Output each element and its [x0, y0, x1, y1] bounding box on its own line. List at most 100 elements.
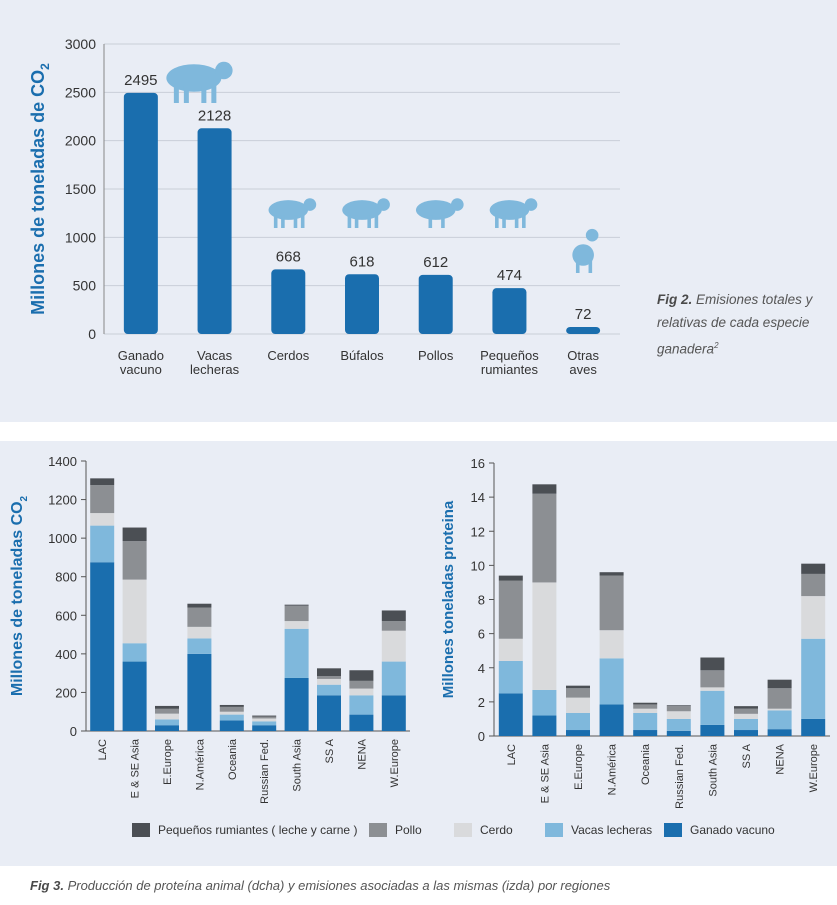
stacked-bar-segment [498, 575, 523, 581]
stacked-bar-segment [599, 572, 624, 576]
stacked-bar-segment [734, 713, 758, 719]
x-tick-label: Russian Fed. [674, 744, 686, 809]
stacked-bar-segment [122, 527, 147, 542]
stacked-bar-segment [633, 730, 658, 736]
stacked-bar-segment [734, 718, 758, 731]
fig3-text: Producción de proteína animal (dcha) y e… [67, 878, 611, 893]
stacked-bar-segment [498, 693, 523, 736]
y-tick-label: 6 [478, 627, 485, 642]
stacked-bar-segment [666, 730, 691, 736]
y-tick-label: 600 [55, 608, 77, 623]
stacked-bar-segment [219, 704, 244, 707]
y-tick-label: 1000 [65, 229, 96, 245]
stacked-bar-segment [252, 721, 277, 726]
x-tick-label: NENA [356, 738, 368, 769]
stacked-bar-segment [284, 628, 309, 678]
stacked-bar-segment [381, 610, 406, 622]
x-tick-label: W.Europe [808, 744, 820, 792]
stacked-bar-segment [498, 638, 523, 661]
stacked-bar-segment [219, 706, 244, 712]
stacked-bar-segment [498, 660, 523, 694]
x-tick-label: Vacas [197, 348, 233, 363]
y-tick-label: 1500 [65, 181, 96, 197]
stacked-bar-segment [700, 687, 725, 691]
stacked-bar-segment [666, 706, 691, 712]
x-tick-label: W.Europe [389, 739, 401, 787]
x-tick-label: vacuno [120, 362, 162, 377]
y-tick-label: 2000 [65, 133, 96, 149]
fig2-label: Fig 2. [657, 292, 693, 307]
stacked-bar-segment [219, 720, 244, 731]
x-tick-label: E.Europe [573, 744, 585, 790]
regional-emissions-chart: 0 200 400 600 800 1000 1200 1400 Millones de ton… [9, 454, 410, 804]
stacked-bar-segment [90, 562, 115, 731]
stacked-bar-segment [187, 626, 212, 639]
stacked-bar-segment [734, 706, 758, 709]
stacked-bar-segment [633, 708, 658, 713]
bar-value-label: 474 [497, 267, 522, 284]
y-tick-label: 1200 [48, 493, 77, 508]
y-tick-label: 14 [471, 490, 485, 505]
y-tick-label: 0 [70, 724, 77, 739]
stacked-bar-segment [155, 705, 179, 709]
emissions-by-species-chart: 0 500 1000 1500 2000 2500 3000 Millones de tone… [28, 36, 620, 377]
fig3-caption: Fig 3. Producción de proteína animal (dc… [30, 878, 610, 893]
legend-label: Pequeños rumiantes ( leche y carne ) [158, 823, 358, 837]
stacked-bar-segment [122, 661, 147, 731]
stacked-bar-segment [187, 607, 212, 627]
y-tick-label: 12 [471, 524, 485, 539]
x-tick-label: Búfalos [340, 348, 384, 363]
stacked-bar-segment [599, 575, 624, 631]
legend-label: Cerdo [480, 823, 513, 837]
stacked-bar-segment [633, 712, 658, 731]
x-tick-label: Oceania [227, 738, 239, 780]
goat-icon [489, 198, 538, 228]
stacked-bar-segment [284, 621, 309, 629]
stacked-bar-segment [317, 678, 341, 685]
stacked-bar-segment [381, 695, 406, 731]
stacked-bar-segment [700, 724, 725, 736]
stacked-bar-segment [700, 690, 725, 725]
x-tick-label: SS A [741, 743, 753, 768]
stacked-bar-segment [122, 643, 147, 662]
x-tick-label: aves [569, 362, 597, 377]
stacked-bar-segment [532, 484, 557, 494]
bar [271, 269, 306, 334]
x-tick-label: South Asia [292, 738, 304, 791]
stacked-bar-segment [801, 638, 826, 719]
stacked-bar-segment [734, 730, 758, 736]
stacked-bar-segment [498, 580, 523, 639]
stacked-bar-segment [599, 658, 624, 705]
x-tick-label: LAC [506, 744, 518, 765]
y-tick-label: 800 [55, 570, 77, 585]
stacked-bar-segment [599, 630, 624, 659]
legend-item-poultry: Pollo [369, 820, 422, 840]
stacked-bar-segment [349, 680, 374, 689]
stacked-bar-segment [219, 711, 244, 715]
stacked-bar-segment [284, 605, 309, 622]
stacked-bar-segment [349, 714, 374, 731]
bar-value-label: 72 [575, 306, 592, 323]
bar-value-label: 668 [276, 248, 301, 265]
stacked-bar-segment [734, 708, 758, 714]
stacked-bar-segment [381, 661, 406, 696]
stacked-bar-segment [122, 541, 147, 580]
x-tick-label: Pequeños [480, 348, 539, 363]
stacked-bar-segment [767, 708, 792, 711]
stacked-bar-segment [566, 688, 590, 698]
bar-value-label: 2128 [198, 107, 231, 124]
fig2-caption: Fig 2. Emisiones totales y relativas de … [657, 288, 832, 361]
fig2-superscript: 2 [714, 341, 719, 350]
stacked-bar-segment [801, 596, 826, 639]
stacked-bar-segment [284, 604, 309, 606]
stacked-bar-segment [767, 688, 792, 709]
stacked-bar-segment [317, 695, 341, 731]
x-tick-label: N.América [194, 738, 206, 790]
x-tick-label: E & SE Asia [539, 743, 551, 803]
stacked-bar-segment [633, 704, 658, 709]
x-tick-label: lecheras [190, 362, 240, 377]
legend-swatch [454, 823, 472, 837]
y-tick-label: 4 [478, 661, 485, 676]
stacked-bar-segment [381, 630, 406, 662]
pig-icon [268, 198, 317, 228]
